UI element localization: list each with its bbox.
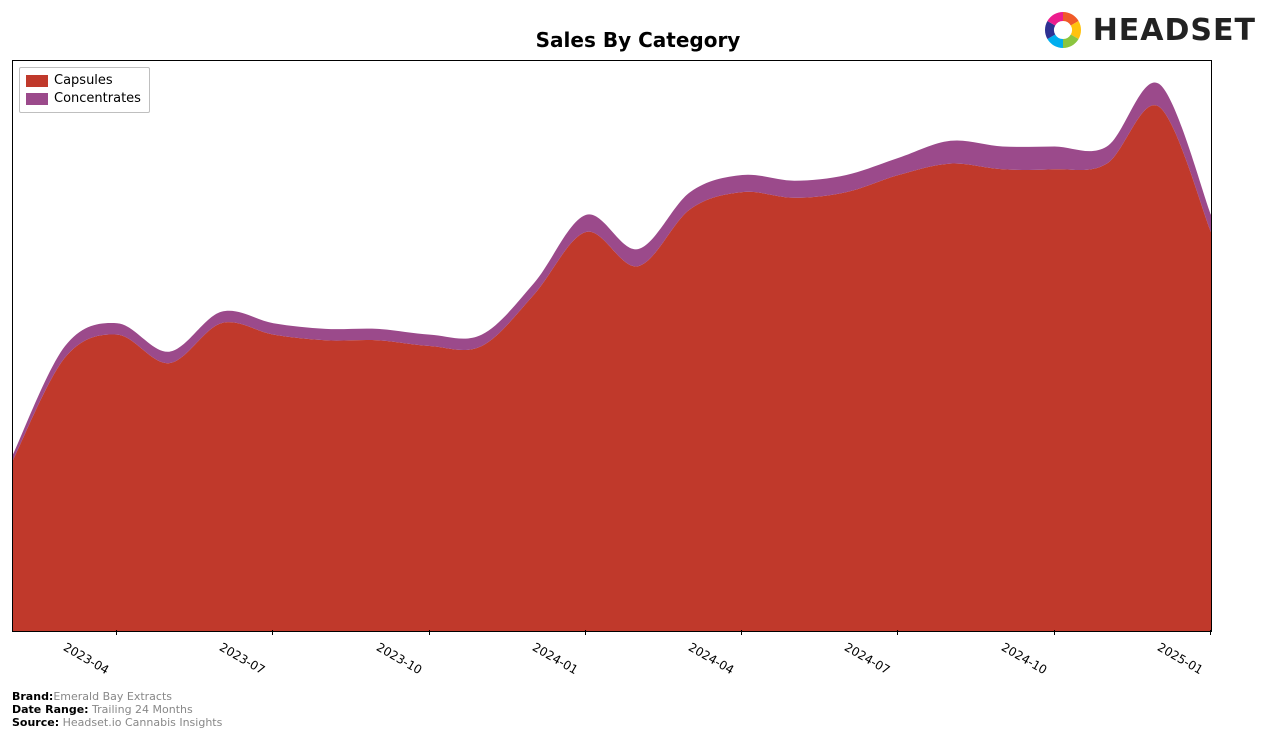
footer-value: Trailing 24 Months (89, 703, 193, 716)
legend-swatch (26, 93, 48, 105)
footer-line: Brand:Emerald Bay Extracts (12, 690, 222, 703)
x-tick-label: 2024-01 (530, 640, 580, 677)
x-tick-mark (429, 630, 430, 635)
legend-label: Concentrates (54, 90, 141, 108)
x-tick-label: 2025-01 (1155, 640, 1205, 677)
chart-footer: Brand:Emerald Bay ExtractsDate Range: Tr… (12, 690, 222, 729)
x-tick-label: 2024-04 (686, 640, 736, 677)
x-tick-label: 2023-07 (217, 640, 267, 677)
footer-key: Brand: (12, 690, 53, 703)
chart-plot-area: CapsulesConcentrates (12, 60, 1212, 632)
footer-value: Headset.io Cannabis Insights (59, 716, 222, 729)
legend-label: Capsules (54, 72, 113, 90)
footer-key: Date Range: (12, 703, 89, 716)
x-tick-label: 2024-07 (842, 640, 892, 677)
x-tick-mark (897, 630, 898, 635)
legend: CapsulesConcentrates (19, 67, 150, 113)
headset-logo: HEADSET (1041, 8, 1256, 52)
x-tick-mark (116, 630, 117, 635)
x-tick-mark (741, 630, 742, 635)
legend-item-concentrates: Concentrates (26, 90, 141, 108)
headset-logo-icon (1041, 8, 1085, 52)
x-tick-mark (272, 630, 273, 635)
legend-item-capsules: Capsules (26, 72, 141, 90)
x-tick-label: 2024-10 (999, 640, 1049, 677)
footer-key: Source: (12, 716, 59, 729)
area-series-capsules (13, 105, 1211, 631)
x-tick-mark (1210, 630, 1211, 635)
x-tick-label: 2023-10 (374, 640, 424, 677)
x-tick-label: 2023-04 (61, 640, 111, 677)
area-chart-svg (13, 61, 1211, 631)
footer-line: Source: Headset.io Cannabis Insights (12, 716, 222, 729)
footer-line: Date Range: Trailing 24 Months (12, 703, 222, 716)
x-tick-mark (585, 630, 586, 635)
footer-value: Emerald Bay Extracts (53, 690, 172, 703)
x-tick-mark (1054, 630, 1055, 635)
headset-logo-text: HEADSET (1093, 13, 1256, 48)
legend-swatch (26, 75, 48, 87)
